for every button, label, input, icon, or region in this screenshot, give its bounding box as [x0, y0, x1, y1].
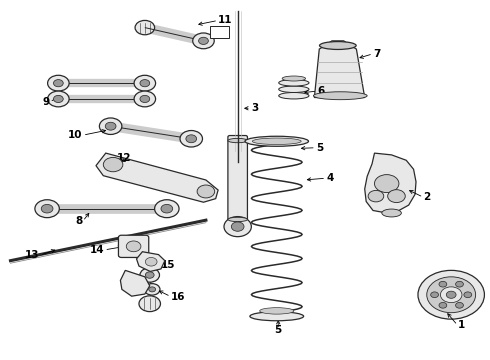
- Circle shape: [456, 281, 464, 287]
- Circle shape: [149, 287, 156, 292]
- Circle shape: [439, 302, 447, 308]
- Circle shape: [439, 281, 447, 287]
- Text: 8: 8: [75, 216, 83, 226]
- Circle shape: [155, 200, 179, 218]
- Ellipse shape: [382, 209, 401, 217]
- Circle shape: [35, 200, 59, 218]
- Circle shape: [48, 75, 69, 91]
- Text: 6: 6: [318, 86, 324, 96]
- Circle shape: [197, 185, 215, 198]
- Text: 4: 4: [326, 173, 334, 183]
- Circle shape: [224, 217, 251, 237]
- Circle shape: [135, 21, 155, 35]
- Polygon shape: [365, 153, 416, 213]
- Circle shape: [99, 118, 122, 134]
- Circle shape: [134, 75, 156, 91]
- Ellipse shape: [319, 41, 356, 49]
- Ellipse shape: [260, 308, 294, 314]
- Circle shape: [53, 95, 63, 103]
- Circle shape: [193, 33, 214, 49]
- Circle shape: [140, 268, 159, 282]
- FancyBboxPatch shape: [228, 135, 247, 225]
- Ellipse shape: [228, 138, 247, 143]
- Polygon shape: [137, 252, 165, 271]
- Circle shape: [464, 292, 472, 298]
- Circle shape: [388, 190, 405, 203]
- Ellipse shape: [252, 138, 301, 144]
- Text: 9: 9: [43, 97, 49, 107]
- Ellipse shape: [279, 86, 309, 93]
- Circle shape: [53, 80, 63, 87]
- Circle shape: [374, 175, 399, 193]
- Ellipse shape: [245, 136, 309, 146]
- Circle shape: [105, 122, 116, 130]
- Text: 14: 14: [90, 245, 104, 255]
- Circle shape: [446, 291, 456, 298]
- Circle shape: [418, 270, 485, 319]
- Text: 13: 13: [25, 250, 40, 260]
- Circle shape: [431, 292, 439, 298]
- Circle shape: [161, 204, 172, 213]
- Text: 10: 10: [68, 130, 83, 140]
- Circle shape: [198, 37, 208, 44]
- Polygon shape: [121, 270, 150, 296]
- Polygon shape: [96, 153, 218, 202]
- FancyBboxPatch shape: [119, 235, 149, 257]
- Circle shape: [368, 190, 384, 202]
- Circle shape: [146, 272, 154, 278]
- Circle shape: [441, 287, 462, 303]
- Text: 2: 2: [423, 192, 431, 202]
- Circle shape: [126, 241, 141, 252]
- Text: 11: 11: [218, 15, 233, 26]
- Circle shape: [146, 257, 157, 266]
- Circle shape: [180, 131, 202, 147]
- Text: 16: 16: [171, 292, 185, 302]
- Text: 5: 5: [316, 143, 323, 153]
- Polygon shape: [315, 41, 365, 98]
- Circle shape: [134, 91, 156, 107]
- Circle shape: [140, 80, 150, 87]
- Text: 5: 5: [274, 325, 282, 334]
- Circle shape: [139, 296, 160, 312]
- Text: 3: 3: [251, 103, 258, 113]
- Text: 12: 12: [117, 153, 131, 163]
- Text: 1: 1: [458, 320, 465, 330]
- Circle shape: [41, 204, 53, 213]
- Circle shape: [140, 95, 150, 103]
- Ellipse shape: [282, 76, 306, 81]
- Ellipse shape: [228, 217, 247, 222]
- Ellipse shape: [314, 92, 367, 100]
- Circle shape: [103, 157, 123, 172]
- Circle shape: [48, 91, 69, 107]
- Ellipse shape: [279, 93, 309, 99]
- Ellipse shape: [250, 312, 304, 321]
- Circle shape: [456, 302, 464, 308]
- Circle shape: [145, 284, 160, 295]
- Circle shape: [427, 277, 476, 313]
- Ellipse shape: [279, 80, 309, 86]
- FancyBboxPatch shape: [210, 26, 229, 39]
- Text: 7: 7: [373, 49, 380, 59]
- Circle shape: [186, 135, 196, 143]
- Circle shape: [231, 222, 244, 231]
- Text: 15: 15: [161, 260, 175, 270]
